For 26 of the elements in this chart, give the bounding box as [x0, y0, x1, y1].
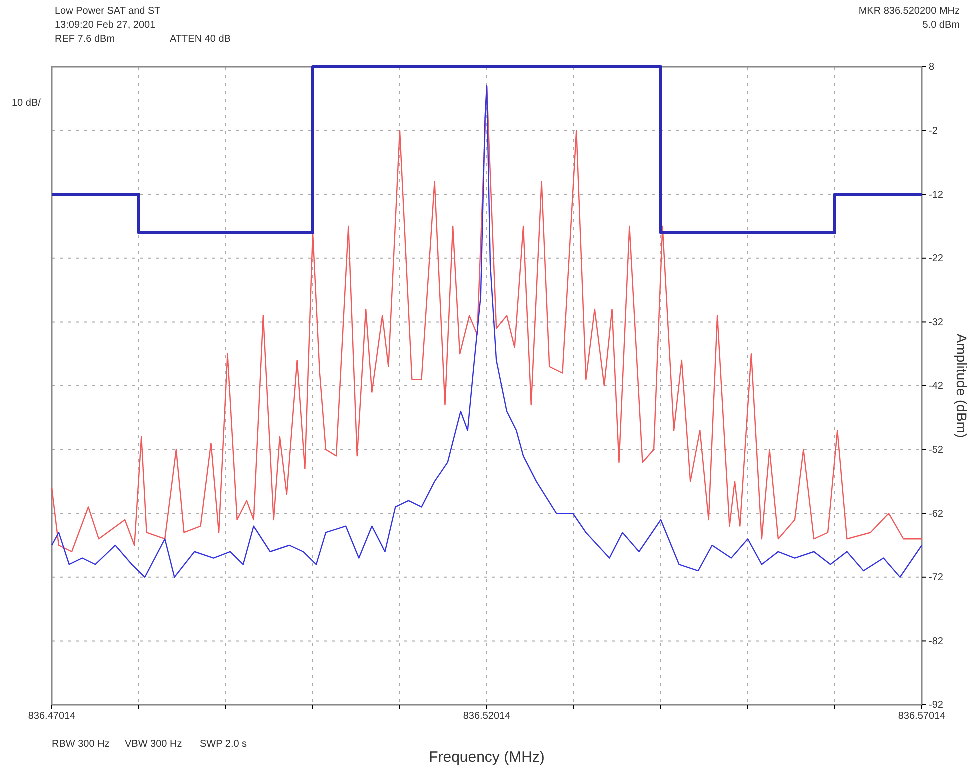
text: MKR 836.520200 MHz [858, 6, 960, 17]
text: 13:09:20 Feb 27, 2001 [55, 20, 156, 31]
y-tick-label: -22 [929, 254, 944, 265]
y-tick-label: -32 [929, 317, 944, 328]
y-tick-label: -52 [929, 445, 944, 456]
y-tick-label: -82 [929, 636, 944, 648]
text: VBW 300 Hz [125, 739, 182, 750]
y-tick-label: 8 [929, 62, 935, 74]
text: RBW 300 Hz [52, 739, 110, 750]
text: SWP 2.0 s [200, 739, 248, 750]
y-tick-label: -92 [929, 700, 944, 712]
y-tick-label: -12 [929, 190, 944, 201]
y-tick-label: -42 [929, 381, 944, 392]
text: Low Power SAT and ST [55, 6, 161, 17]
y-axis-title: Amplitude (dBm) [954, 334, 970, 438]
text: 10 dB/ [12, 98, 42, 109]
y-tick-label: -62 [929, 508, 944, 520]
text: REF 7.6 dBm [55, 34, 116, 45]
text: 5.0 dBm [922, 20, 960, 31]
x-axis-title: Frequency (MHz) [429, 749, 545, 766]
text: ATTEN 40 dB [170, 34, 232, 45]
y-tick-label: -72 [929, 572, 944, 584]
x-tick-label: 836.57014 [898, 711, 946, 722]
y-tick-label: -2 [929, 126, 938, 137]
x-tick-label: 836.47014 [28, 711, 76, 722]
x-tick-label: 836.52014 [463, 711, 512, 722]
